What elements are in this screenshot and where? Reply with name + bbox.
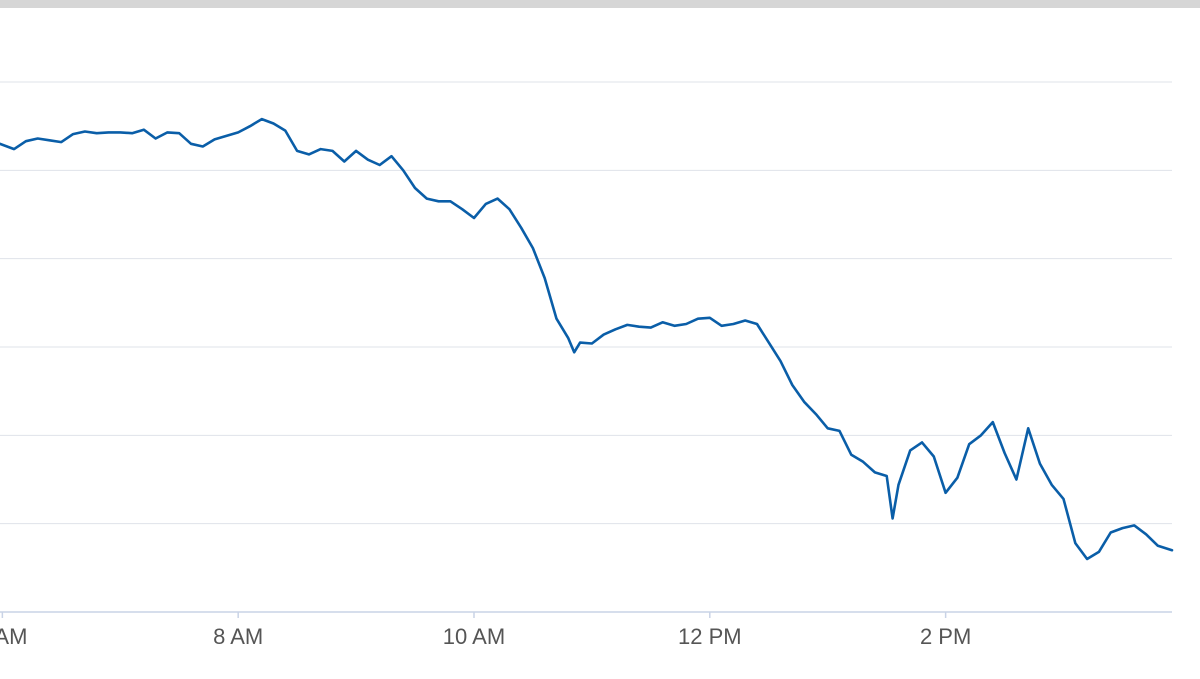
x-tick-label-2: 8 AM: [213, 624, 263, 649]
x-axis-tick-labels: 6 AM 8 AM 10 AM 12 PM 2 PM: [0, 624, 971, 649]
x-tick-label-4: 12 PM: [678, 624, 742, 649]
x-tick-label-1: 6 AM: [0, 624, 27, 649]
price-series-line: [0, 117, 1174, 561]
gridlines: [0, 81, 1172, 525]
x-tick-label-3: 10 AM: [443, 624, 505, 649]
x-axis-ticks: [1, 612, 947, 618]
top-border-bar: [0, 0, 1200, 8]
x-tick-label-5: 2 PM: [920, 624, 971, 649]
line-chart: 6 AM 8 AM 10 AM 12 PM 2 PM: [0, 81, 1174, 649]
chart-container: 6 AM 8 AM 10 AM 12 PM 2 PM: [0, 8, 1200, 674]
